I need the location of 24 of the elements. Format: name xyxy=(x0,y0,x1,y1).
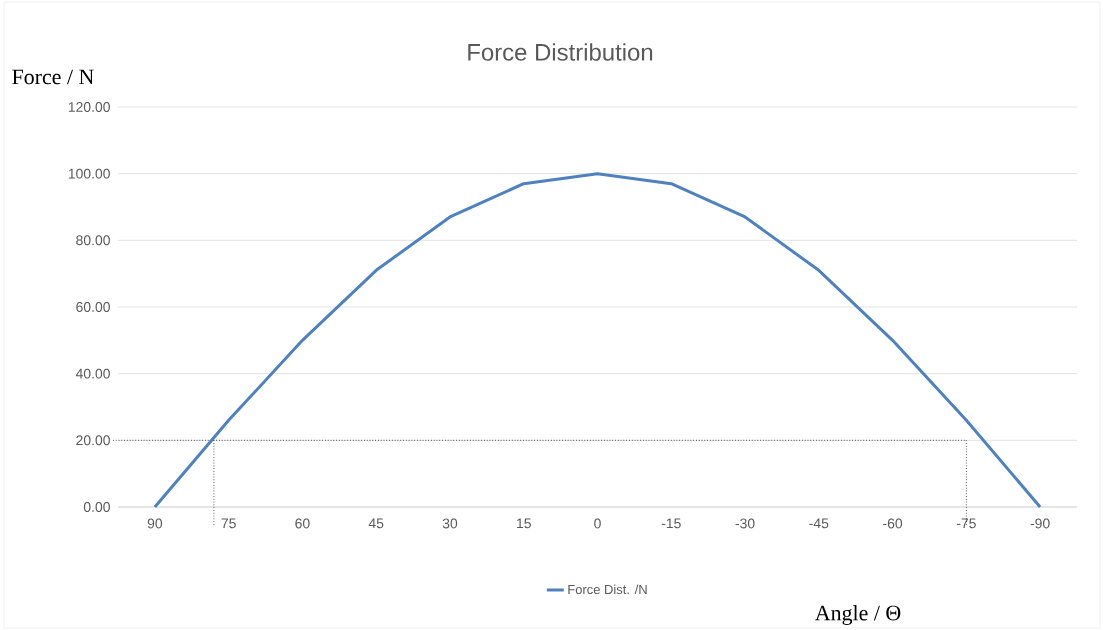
y-axis-title: Force / N xyxy=(12,69,94,85)
x-tick-label: -75 xyxy=(956,518,976,529)
x-tick-label: -30 xyxy=(735,518,755,529)
y-tick-label: 0.00 xyxy=(83,502,110,512)
x-tick-label: 30 xyxy=(442,518,458,529)
x-tick-label: 0 xyxy=(594,518,601,529)
y-tick-label: 40.00 xyxy=(75,368,110,379)
x-tick-label: -60 xyxy=(883,518,903,529)
x-axis-title: Angle / Θ xyxy=(815,605,901,625)
x-tick-label: 15 xyxy=(517,518,531,529)
x-tick-label: 45 xyxy=(368,518,384,529)
y-tick-label: 60.00 xyxy=(76,302,110,312)
y-tick-label: 80.00 xyxy=(76,235,110,246)
legend-label: Force Dist. /N xyxy=(568,584,647,595)
x-tick-label: 60 xyxy=(295,518,310,529)
y-tick-label: 120.00 xyxy=(68,102,110,112)
y-tick-label: 100.00 xyxy=(68,168,110,179)
x-tick-label: -15 xyxy=(661,518,681,529)
x-tick-label: -45 xyxy=(809,518,829,529)
x-tick-label: 90 xyxy=(147,518,163,529)
chart-title: Force Distribution xyxy=(468,43,653,61)
x-tick-label: 75 xyxy=(221,518,236,529)
x-tick-label: -90 xyxy=(1030,518,1050,529)
y-tick-label: 20.00 xyxy=(76,435,110,446)
